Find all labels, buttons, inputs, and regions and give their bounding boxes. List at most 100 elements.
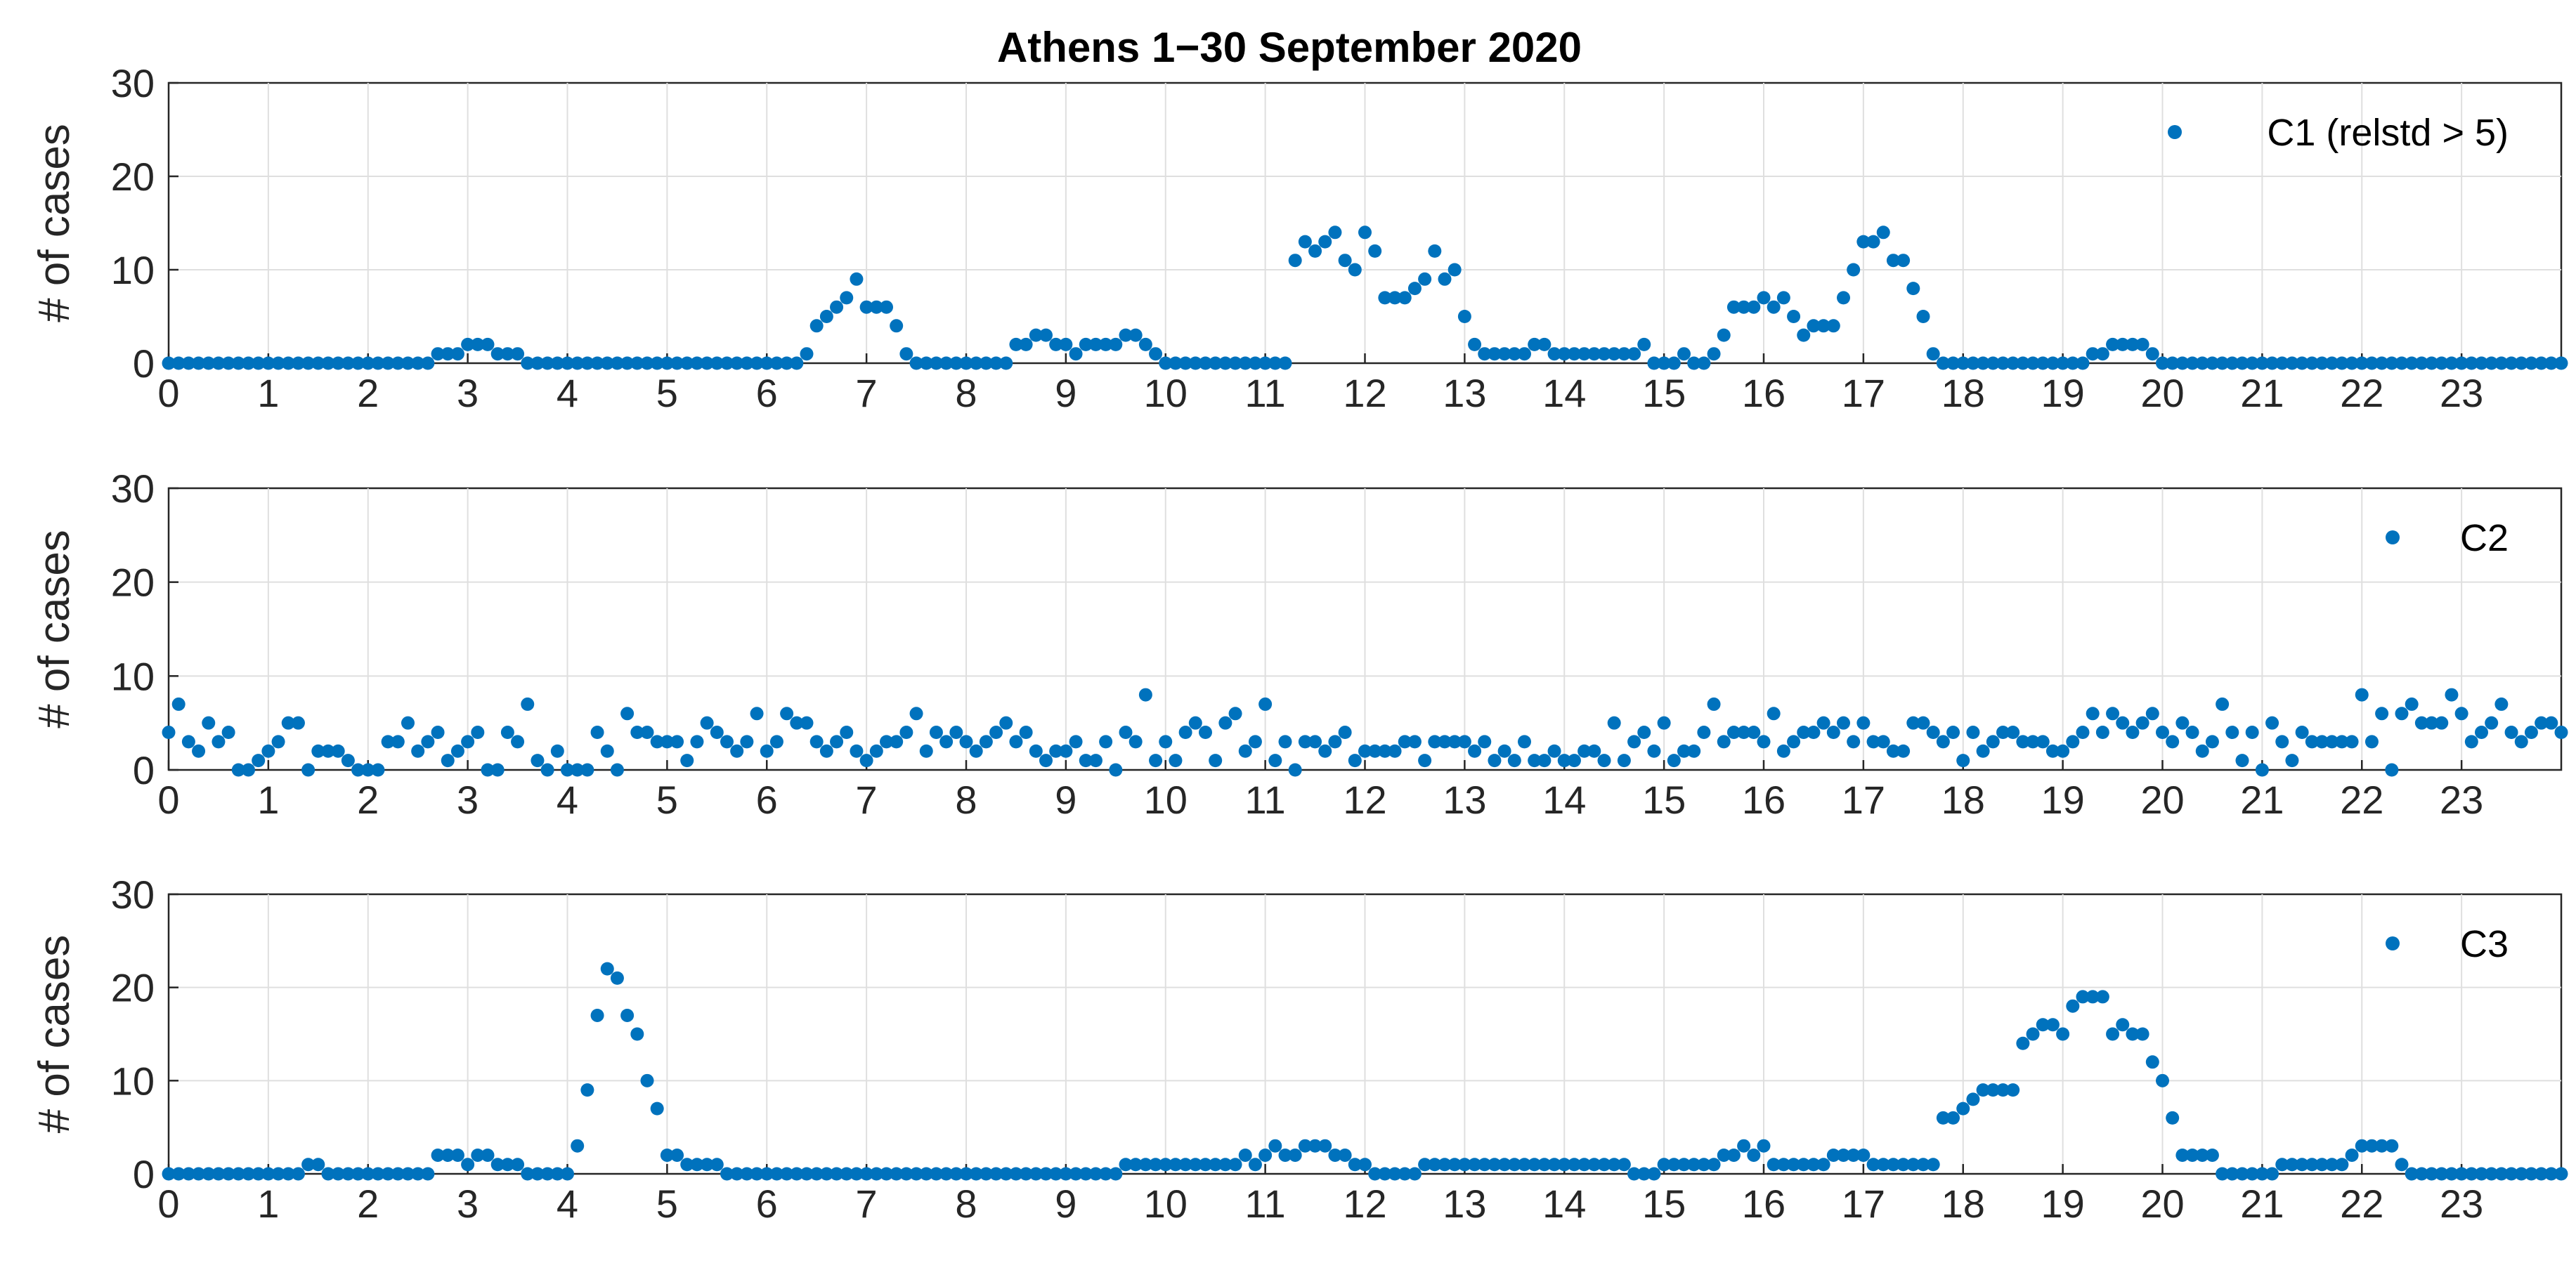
data-point [371,763,385,777]
data-point [750,1167,764,1181]
data-point [2156,726,2169,740]
data-point [720,356,734,370]
x-tick-label: 19 [2041,371,2084,415]
data-point [2364,356,2379,370]
data-point [540,1167,554,1181]
data-point [740,1167,754,1181]
data-point [2185,726,2199,740]
data-point [979,735,993,749]
x-tick-label: 15 [1642,778,1686,822]
data-point [1278,735,1292,749]
data-point [2195,744,2209,758]
data-point [1497,1158,1511,1172]
data-point [670,735,684,749]
data-point [2135,1027,2149,1041]
data-point [401,716,415,730]
data-point [2535,1167,2549,1181]
data-point [2106,1027,2120,1041]
data-point [1976,1083,1990,1097]
data-point [890,319,904,333]
data-point [500,347,514,361]
data-point [1876,225,1890,240]
data-point [1916,1158,1930,1172]
data-point [769,1167,783,1181]
data-point [1617,347,1631,361]
x-tick-label: 17 [1842,371,1885,415]
data-point [261,356,275,370]
data-point [2225,1167,2239,1181]
data-point [2175,1148,2190,1162]
data-point [819,1167,833,1181]
data-point [1358,1158,1372,1172]
data-point [2375,1139,2389,1153]
data-point [2475,1167,2488,1181]
data-point [1009,1167,1023,1181]
legend: C3 [2386,923,2509,965]
data-point [590,726,604,740]
data-point [361,763,375,777]
data-point [571,356,585,370]
data-point [1488,347,1502,361]
data-point [1149,347,1163,361]
data-point [830,735,844,749]
data-point [740,356,754,370]
data-point [2045,1018,2060,1032]
data-point [2036,1018,2050,1032]
data-point [890,1167,904,1181]
data-points [162,962,2568,1181]
data-point [880,735,893,749]
data-point [1807,319,1821,333]
legend-marker [2168,125,2182,139]
data-point [431,726,445,740]
data-point [531,754,545,768]
data-point [1069,1167,1083,1181]
data-point [1876,1158,1890,1172]
data-point [2245,356,2259,370]
data-point [1587,347,1601,361]
data-point [2514,356,2528,370]
data-point [1348,263,1362,277]
data-point [291,1167,305,1181]
x-tick-label: 18 [1941,778,1985,822]
legend-label: C1 (relstd > 5) [2267,112,2509,154]
data-point [809,1167,824,1181]
data-point [2494,1167,2509,1181]
x-tick-label: 10 [1144,778,1188,822]
data-point [919,1167,933,1181]
data-point [2285,1158,2299,1172]
x-tick-label: 2 [357,778,379,822]
x-tick-label: 7 [856,1182,878,1226]
x-tick-label: 8 [955,1182,977,1226]
data-point [1776,291,1790,305]
data-point [391,356,405,370]
x-tick-label: 16 [1742,778,1785,822]
data-point [1308,244,1322,258]
data-point [1717,1148,1731,1162]
data-point [1647,1167,1661,1181]
data-point [1847,263,1861,277]
data-point [2504,726,2518,740]
data-point [2135,337,2149,351]
data-point [1677,347,1691,361]
data-point [441,754,455,768]
x-tick-label: 18 [1941,371,1985,415]
data-point [890,735,904,749]
data-point [1079,337,1093,351]
data-point [1567,1158,1581,1172]
x-tick-label: 10 [1144,1182,1188,1226]
data-point [2514,1167,2528,1181]
data-point [2554,356,2568,370]
data-point [481,763,495,777]
data-point [819,310,833,323]
data-point [1428,244,1442,258]
x-tick-label: 12 [1343,371,1386,415]
data-point [321,1167,335,1181]
data-point [361,1167,375,1181]
data-point [1697,356,1711,370]
data-point [1318,1139,1332,1153]
data-point [281,356,295,370]
y-tick-label: 30 [111,61,155,105]
data-point [1956,1101,1970,1116]
data-point [301,356,316,370]
x-tick-label: 1 [257,778,279,822]
